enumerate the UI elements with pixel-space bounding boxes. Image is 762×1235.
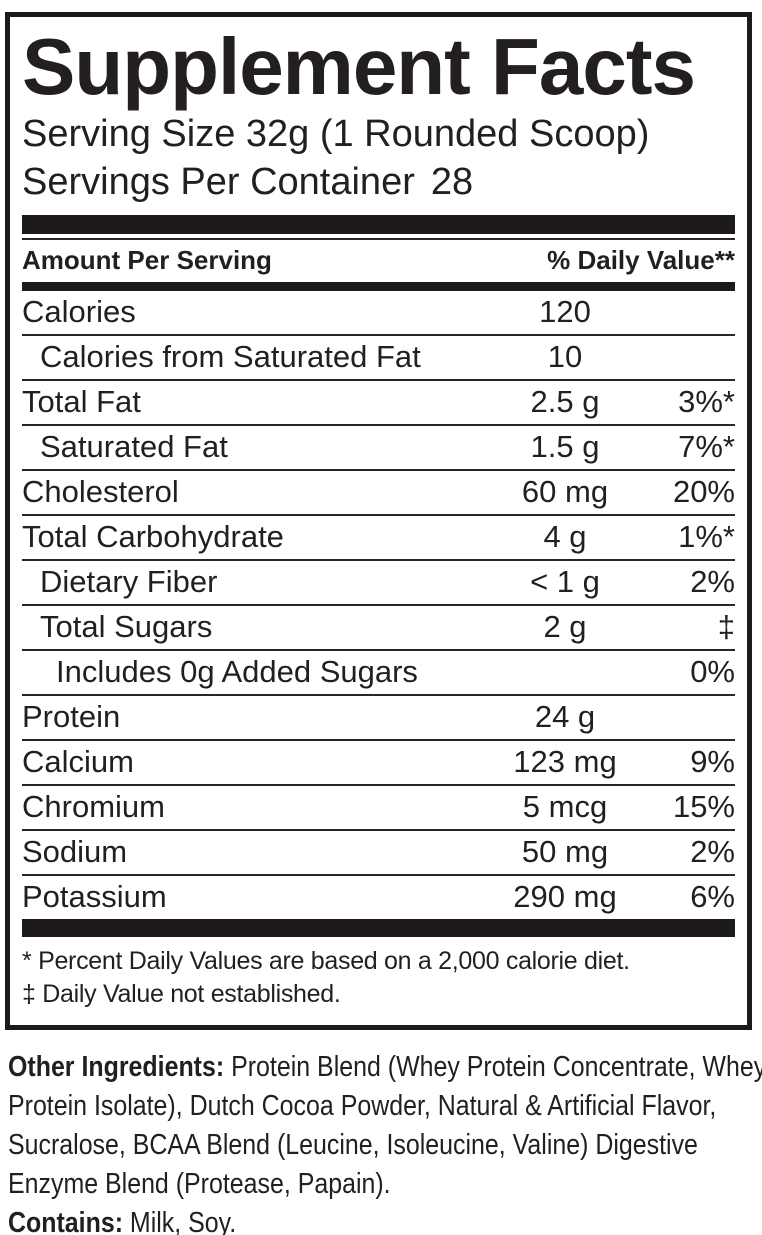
daily-value-header: % Daily Value**	[547, 245, 735, 276]
nutrient-daily-value: 2%	[690, 564, 735, 600]
nutrient-amount: 1.5 g	[530, 429, 600, 465]
nutrient-amount: 60 mg	[521, 474, 609, 510]
nutrient-name: Saturated Fat	[40, 429, 228, 465]
nutrient-row-calories: Calories 120	[22, 291, 735, 336]
nutrient-row-total-carbohydrate: Total Carbohydrate 4 g 1%*	[22, 516, 735, 561]
nutrient-daily-value: 9%	[690, 744, 735, 780]
nutrient-daily-value: 7%*	[678, 429, 735, 465]
nutrient-row-chromium: Chromium 5 mcg 15%	[22, 786, 735, 831]
contains-text: Milk, Soy.	[129, 1206, 237, 1235]
nutrient-daily-value: 15%	[672, 789, 735, 825]
nutrient-name: Total Fat	[22, 384, 141, 420]
nutrient-daily-value: 1%*	[678, 519, 735, 555]
supplement-facts-panel: Supplement Facts Serving Size 32g (1 Rou…	[5, 12, 752, 1030]
contains-label: Contains:	[8, 1206, 123, 1235]
nutrient-name: Includes 0g Added Sugars	[56, 654, 418, 690]
nutrient-daily-value: 0%	[690, 654, 735, 690]
nutrient-name: Potassium	[22, 879, 167, 915]
nutrient-name: Protein	[22, 699, 121, 735]
footnote-daily-values: * Percent Daily Values are based on a 2,…	[22, 946, 630, 975]
nutrient-daily-value: ‡	[717, 609, 735, 645]
nutrient-daily-value: 6%	[690, 879, 735, 915]
nutrient-amount: 4 g	[543, 519, 587, 555]
serving-size-line: Serving Size 32g (1 Rounded Scoop)	[22, 112, 650, 155]
contains-paragraph: Contains: Milk, Soy.	[8, 1204, 762, 1235]
nutrient-row-cholesterol: Cholesterol 60 mg 20%	[22, 471, 735, 516]
nutrient-row-total-sugars: Total Sugars 2 g ‡	[22, 606, 735, 651]
panel-title: Supplement Facts	[22, 22, 696, 111]
nutrient-name: Total Sugars	[40, 609, 213, 645]
amount-per-serving-header: Amount Per Serving	[22, 245, 272, 276]
nutrient-amount: 5 mcg	[522, 789, 608, 825]
column-headers-row: Amount Per Serving % Daily Value**	[22, 240, 735, 282]
footnotes: * Percent Daily Values are based on a 2,…	[22, 937, 735, 1011]
other-ingredients-paragraph: Other Ingredients: Protein Blend (Whey P…	[8, 1048, 762, 1204]
nutrient-name: Sodium	[22, 834, 128, 870]
nutrient-row-potassium: Potassium 290 mg 6%	[22, 876, 735, 919]
separator-bar-top	[22, 214, 735, 234]
nutrient-amount: 2 g	[543, 609, 587, 645]
other-ingredients-label: Other Ingredients:	[8, 1050, 225, 1083]
nutrient-daily-value: 3%*	[678, 384, 735, 420]
nutrient-row-protein: Protein 24 g	[22, 696, 735, 741]
nutrient-amount: 123 mg	[513, 744, 617, 780]
other-ingredients-text: Protein Blend (Whey Protein Concentrate,…	[8, 1050, 762, 1200]
footnote-not-established: ‡ Daily Value not established.	[22, 979, 341, 1008]
separator-line-top	[22, 237, 735, 240]
nutrient-row-dietary-fiber: Dietary Fiber < 1 g 2%	[22, 561, 735, 606]
nutrient-name: Calcium	[22, 744, 134, 780]
nutrient-daily-value: 2%	[690, 834, 735, 870]
nutrient-rows: Calories 120 Calories from Saturated Fat…	[22, 291, 735, 919]
separator-bar-bottom	[22, 918, 735, 937]
nutrient-name: Dietary Fiber	[40, 564, 218, 600]
nutrient-row-total-fat: Total Fat 2.5 g 3%*	[22, 381, 735, 426]
nutrient-row-sodium: Sodium 50 mg 2%	[22, 831, 735, 876]
nutrient-amount: 10	[547, 339, 583, 375]
nutrient-amount: 290 mg	[513, 879, 617, 915]
servings-per-container-value: 28	[430, 160, 474, 203]
supplement-label-page: Supplement Facts Serving Size 32g (1 Rou…	[0, 12, 762, 1235]
nutrient-amount: 2.5 g	[530, 384, 600, 420]
nutrient-name: Cholesterol	[22, 474, 179, 510]
nutrient-row-calcium: Calcium 123 mg 9%	[22, 741, 735, 786]
nutrient-amount: 50 mg	[521, 834, 609, 870]
nutrient-amount: 120	[539, 294, 591, 330]
nutrient-name: Total Carbohydrate	[22, 519, 284, 555]
separator-bar-headers	[22, 281, 735, 291]
nutrient-amount: < 1 g	[530, 564, 600, 600]
nutrient-daily-value: 20%	[672, 474, 735, 510]
ingredients-section: Other Ingredients: Protein Blend (Whey P…	[8, 1048, 762, 1235]
nutrient-amount: 24 g	[534, 699, 596, 735]
nutrient-row-added-sugars: Includes 0g Added Sugars 0%	[22, 651, 735, 696]
nutrient-row-calories-from-saturated-fat: Calories from Saturated Fat 10	[22, 336, 735, 381]
servings-per-container-label: Servings Per Container	[22, 160, 415, 203]
nutrient-name: Calories	[22, 294, 136, 330]
nutrient-name: Calories from Saturated Fat	[40, 339, 421, 375]
nutrient-name: Chromium	[22, 789, 165, 825]
servings-per-container-line: Servings Per Container 28	[22, 158, 735, 206]
nutrient-row-saturated-fat: Saturated Fat 1.5 g 7%*	[22, 426, 735, 471]
